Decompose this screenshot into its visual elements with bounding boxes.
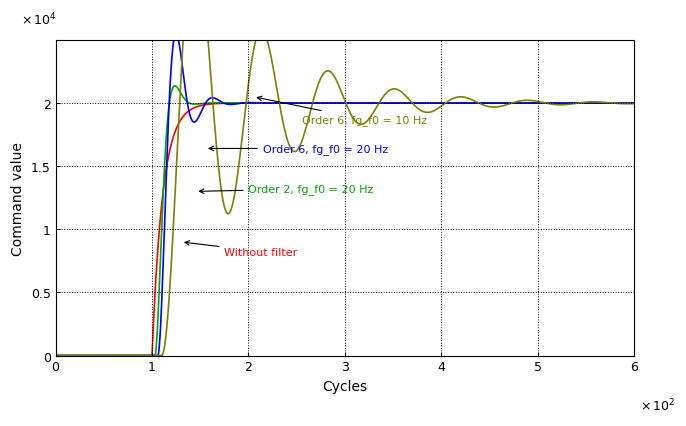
Y-axis label: Command value: Command value [11, 141, 25, 255]
X-axis label: Cycles: Cycles [322, 379, 368, 393]
Text: Order 6, fg_f0 = 20 Hz: Order 6, fg_f0 = 20 Hz [209, 144, 388, 155]
Text: $\times\,10^2$: $\times\,10^2$ [640, 397, 675, 413]
Text: Order 6, fg_f0 = 10 Hz: Order 6, fg_f0 = 10 Hz [257, 97, 427, 126]
Text: $\times\,10^4$: $\times\,10^4$ [21, 12, 56, 28]
Text: Without filter: Without filter [185, 241, 298, 257]
Text: Order 2, fg_f0 = 20 Hz: Order 2, fg_f0 = 20 Hz [200, 184, 374, 195]
